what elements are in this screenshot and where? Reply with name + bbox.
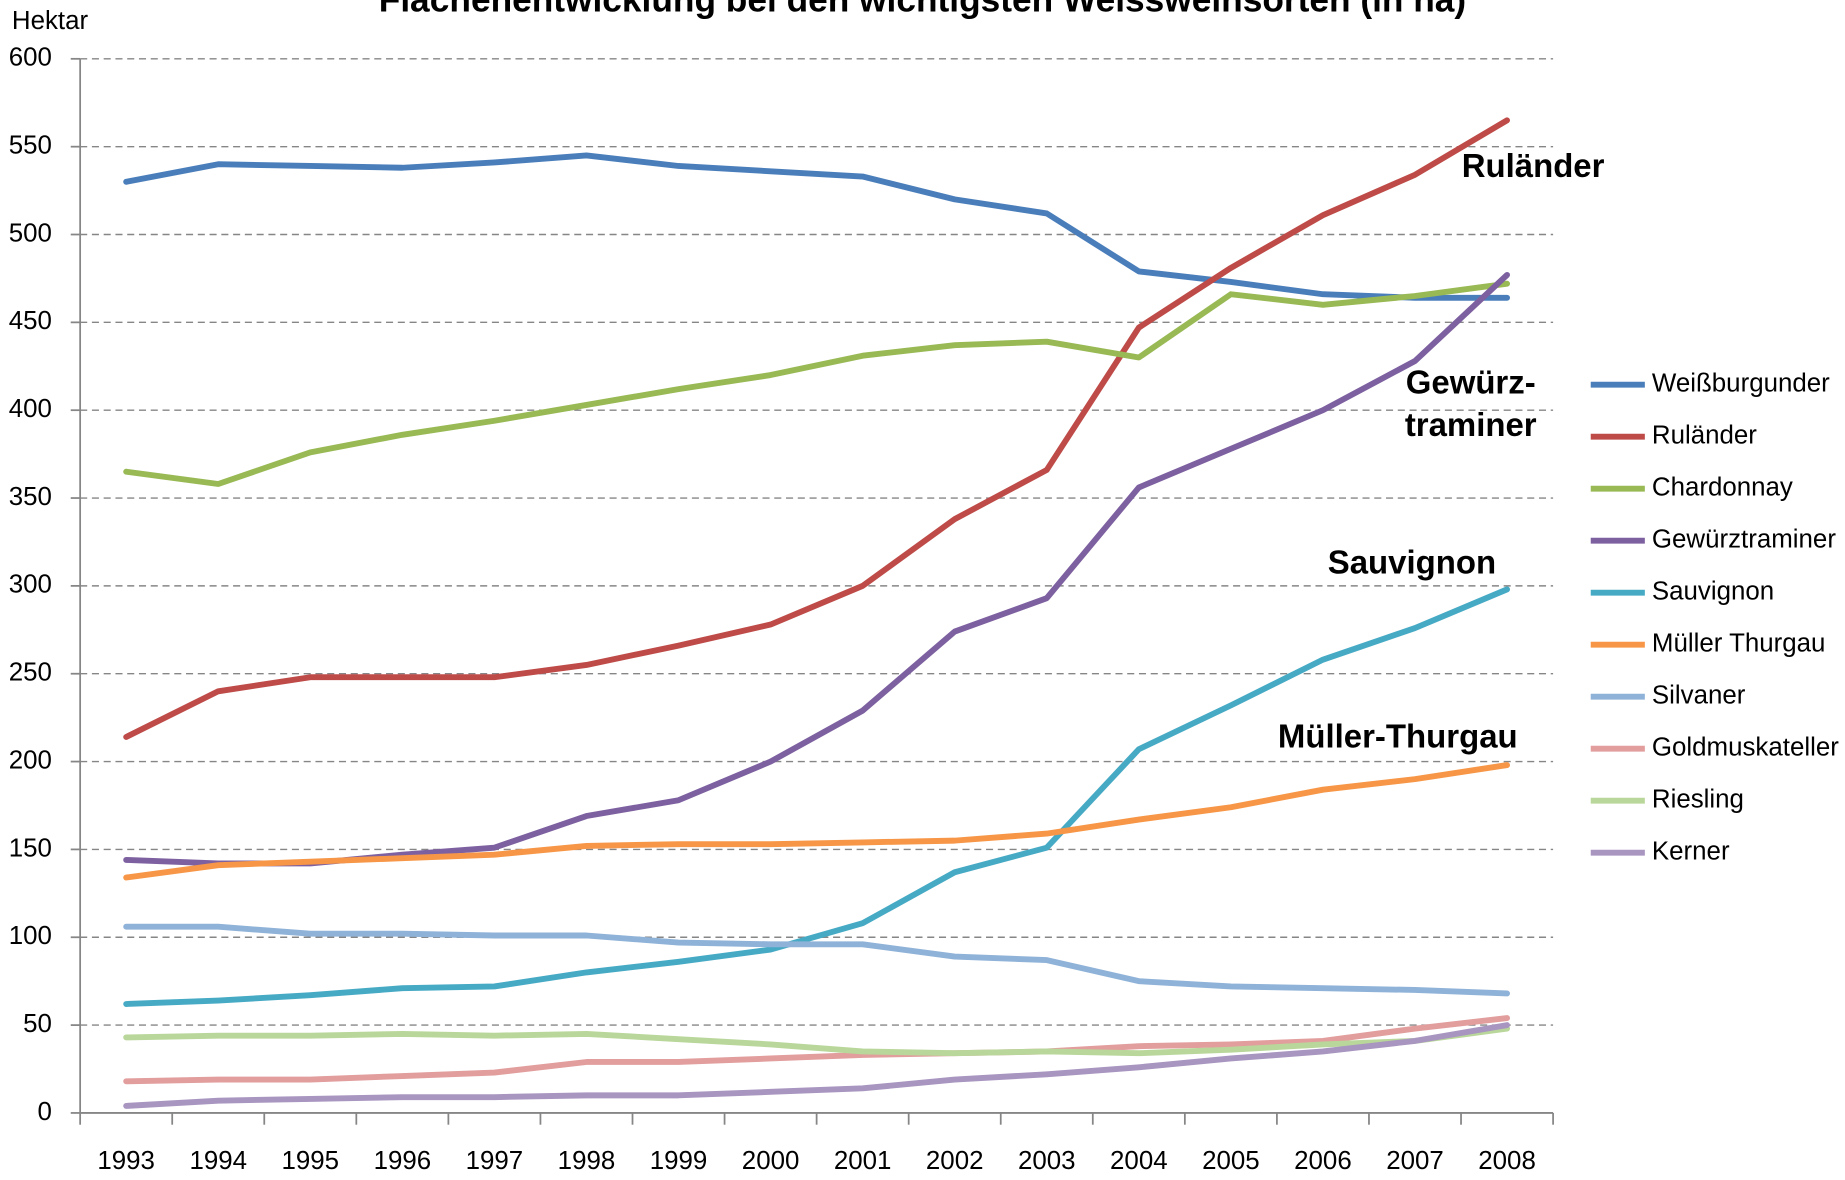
y-tick-label: 100 [9, 922, 52, 950]
x-tick-label: 1999 [650, 1147, 708, 1175]
annotation: Sauvignon [1328, 543, 1496, 580]
x-tick-label: 2008 [1478, 1147, 1536, 1175]
annotation: Müller-Thurgau [1278, 718, 1518, 755]
x-tick-label: 1998 [558, 1147, 616, 1175]
y-tick-label: 350 [9, 483, 52, 511]
legend-label: Riesling [1652, 786, 1744, 814]
legend-label: Kerner [1652, 838, 1730, 866]
x-tick-label: 1994 [189, 1147, 247, 1175]
series-line [123, 1015, 1511, 1085]
x-tick-label: 1997 [466, 1147, 524, 1175]
legend-label: Müller Thurgau [1652, 630, 1826, 658]
legend-label: Chardonnay [1652, 474, 1793, 502]
series-line [123, 1022, 1511, 1109]
annotation: Ruländer [1462, 147, 1605, 184]
x-tick-label: 1993 [97, 1147, 155, 1175]
x-tick-label: 2002 [926, 1147, 984, 1175]
y-tick-label: 600 [9, 44, 52, 72]
y-tick-label: 300 [9, 571, 52, 599]
y-tick-label: 400 [9, 395, 52, 423]
series-line [123, 117, 1511, 740]
y-tick-label: 250 [9, 659, 52, 687]
legend-label: Silvaner [1652, 682, 1746, 710]
annotation: Gewürz- [1406, 363, 1536, 400]
legend-label: Weißburgunder [1652, 370, 1830, 398]
x-tick-label: 2003 [1018, 1147, 1076, 1175]
x-tick-label: 1996 [374, 1147, 432, 1175]
legend-label: Gewürztraminer [1652, 526, 1836, 554]
legend-label: Sauvignon [1652, 578, 1774, 606]
y-tick-label: 450 [9, 307, 52, 335]
x-tick-label: 2006 [1294, 1147, 1352, 1175]
series-line [123, 280, 1511, 487]
annotation: traminer [1405, 406, 1537, 443]
chart-title: Flächenentwicklung bei den wichtigsten W… [379, 0, 1466, 20]
legend-label: Goldmuskateller [1652, 734, 1839, 762]
y-tick-label: 0 [38, 1098, 52, 1126]
y-tick-label: 50 [23, 1010, 52, 1038]
series-line [123, 586, 1511, 1007]
y-axis-label: Hektar [12, 7, 89, 35]
y-tick-label: 150 [9, 834, 52, 862]
y-tick-label: 200 [9, 746, 52, 774]
x-tick-label: 2007 [1386, 1147, 1444, 1175]
x-tick-label: 2001 [834, 1147, 892, 1175]
y-tick-label: 550 [9, 132, 52, 160]
x-tick-label: 1995 [282, 1147, 340, 1175]
series-line [123, 152, 1511, 301]
x-tick-label: 2005 [1202, 1147, 1260, 1175]
x-tick-label: 2000 [742, 1147, 800, 1175]
series-line [123, 762, 1511, 881]
legend-label: Ruländer [1652, 422, 1757, 450]
y-tick-label: 500 [9, 219, 52, 247]
series-line [123, 923, 1511, 997]
x-tick-label: 2004 [1110, 1147, 1168, 1175]
series-line [123, 1025, 1511, 1057]
